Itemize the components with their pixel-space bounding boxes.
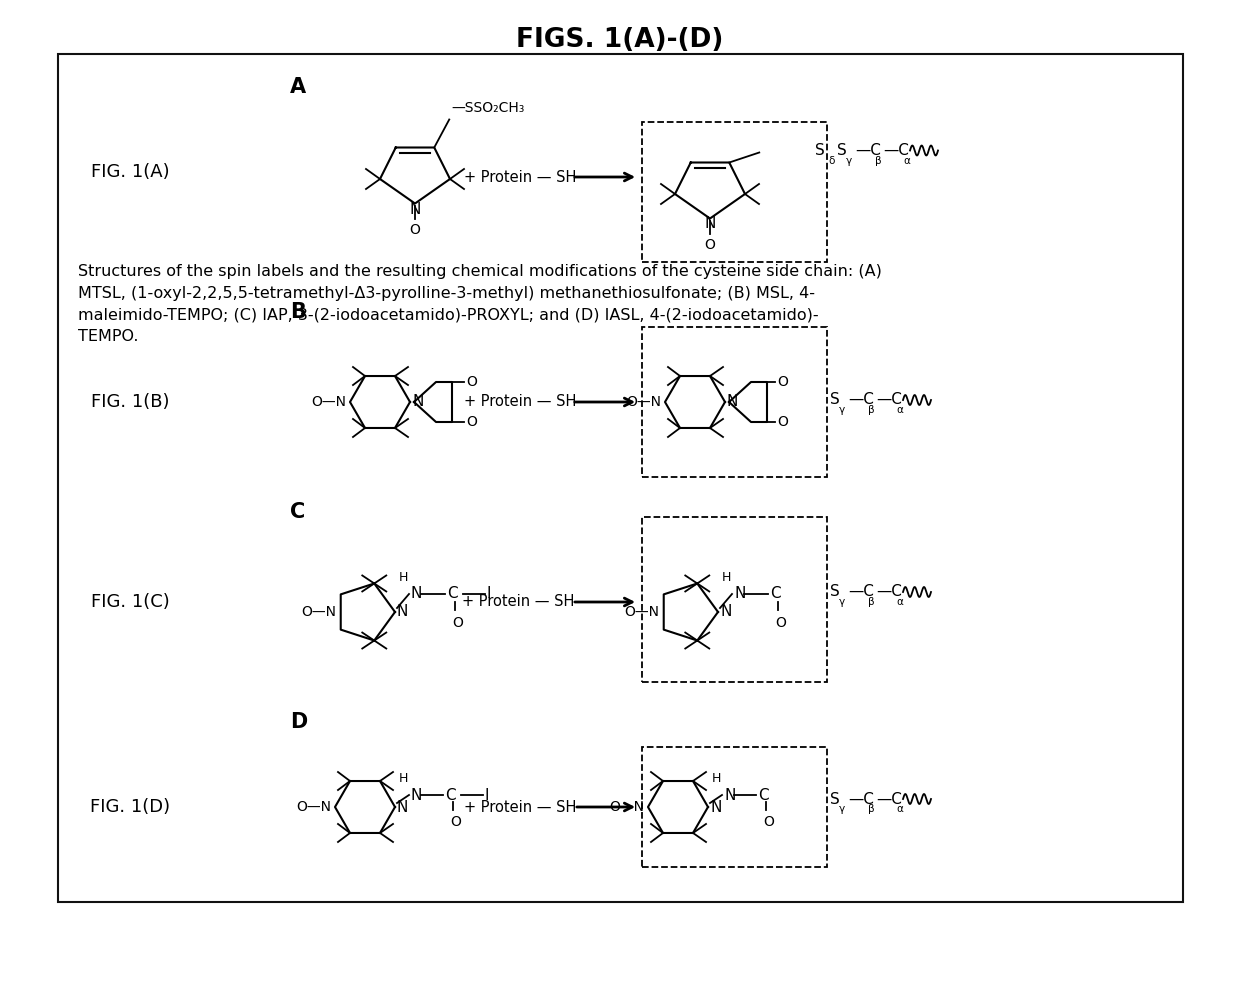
Text: N: N — [734, 586, 745, 601]
Bar — [642, 122, 827, 262]
Text: —SSO₂CH₃: —SSO₂CH₃ — [451, 101, 525, 115]
Text: B: B — [290, 302, 306, 322]
Text: O: O — [466, 375, 477, 389]
Text: FIG. 1(B): FIG. 1(B) — [91, 393, 169, 411]
Text: β: β — [868, 597, 874, 607]
Text: O: O — [704, 238, 715, 252]
Text: C: C — [290, 502, 305, 522]
Text: β: β — [868, 405, 874, 415]
Text: FIG. 1(D): FIG. 1(D) — [91, 798, 170, 816]
Text: O: O — [409, 223, 420, 237]
Text: C: C — [446, 586, 458, 601]
Text: S: S — [830, 584, 839, 599]
Text: α: α — [897, 597, 903, 607]
Text: N: N — [409, 201, 420, 216]
Text: O—N: O—N — [626, 395, 661, 409]
Text: H: H — [712, 772, 720, 785]
Text: α: α — [897, 405, 903, 415]
Text: α: α — [903, 156, 910, 166]
Text: + Protein — SH: + Protein — SH — [461, 594, 574, 609]
Text: γ: γ — [846, 156, 852, 166]
Text: D: D — [290, 712, 308, 732]
Text: O: O — [777, 375, 787, 389]
Text: —C: —C — [856, 143, 880, 158]
Text: N: N — [410, 788, 423, 803]
Text: + Protein — SH: + Protein — SH — [464, 800, 577, 814]
Text: O—N: O—N — [311, 395, 346, 409]
Text: Structures of the spin labels and the resulting chemical modifications of the cy: Structures of the spin labels and the re… — [78, 264, 882, 344]
Bar — [642, 517, 827, 682]
Text: N: N — [711, 800, 722, 814]
Text: N: N — [412, 395, 423, 410]
Text: —C: —C — [883, 143, 909, 158]
Text: β: β — [875, 156, 882, 166]
Text: N: N — [704, 216, 715, 231]
Text: O: O — [763, 815, 774, 829]
Text: O—N: O—N — [625, 605, 660, 619]
Text: O: O — [775, 616, 786, 630]
Text: FIG. 1(A): FIG. 1(A) — [91, 163, 170, 181]
Text: C: C — [445, 788, 455, 803]
Text: —C: —C — [875, 792, 901, 806]
Text: γ: γ — [839, 405, 846, 415]
Text: N: N — [397, 604, 408, 619]
Text: H: H — [722, 571, 730, 584]
Text: O: O — [453, 616, 463, 630]
Text: C: C — [770, 586, 781, 601]
Text: A: A — [290, 77, 306, 97]
Bar — [642, 747, 827, 867]
Text: N: N — [724, 788, 735, 803]
Text: —C: —C — [848, 792, 874, 806]
Text: N: N — [727, 395, 738, 410]
Text: δ: δ — [828, 157, 835, 167]
Text: O—N: O—N — [296, 800, 331, 814]
Text: + Protein — SH: + Protein — SH — [464, 395, 577, 410]
Text: O: O — [466, 415, 477, 429]
Text: N: N — [720, 604, 732, 619]
Text: —C: —C — [875, 584, 901, 599]
Text: O: O — [777, 415, 787, 429]
Text: I: I — [487, 586, 491, 601]
Text: N: N — [397, 800, 408, 814]
Text: γ: γ — [839, 597, 846, 607]
Text: O—N: O—N — [301, 605, 337, 619]
Text: H: H — [398, 772, 408, 785]
Text: α: α — [897, 804, 903, 814]
Text: —C: —C — [848, 393, 874, 408]
Text: β: β — [868, 804, 874, 814]
Text: H: H — [398, 571, 408, 584]
Text: O—N: O—N — [609, 800, 644, 814]
Text: S: S — [830, 792, 839, 806]
Text: N: N — [410, 586, 423, 601]
Text: C: C — [758, 788, 769, 803]
Bar — [58, 54, 1183, 902]
Text: S: S — [837, 143, 847, 158]
Text: FIGS. 1(A)-(D): FIGS. 1(A)-(D) — [516, 27, 724, 53]
Bar — [642, 327, 827, 477]
Text: S: S — [815, 143, 825, 158]
Text: —C: —C — [875, 393, 901, 408]
Text: γ: γ — [839, 804, 846, 814]
Text: I: I — [485, 788, 490, 803]
Text: —C: —C — [848, 584, 874, 599]
Text: S: S — [830, 393, 839, 408]
Text: FIG. 1(C): FIG. 1(C) — [91, 593, 170, 611]
Text: + Protein — SH: + Protein — SH — [464, 170, 577, 185]
Text: O: O — [450, 815, 461, 829]
